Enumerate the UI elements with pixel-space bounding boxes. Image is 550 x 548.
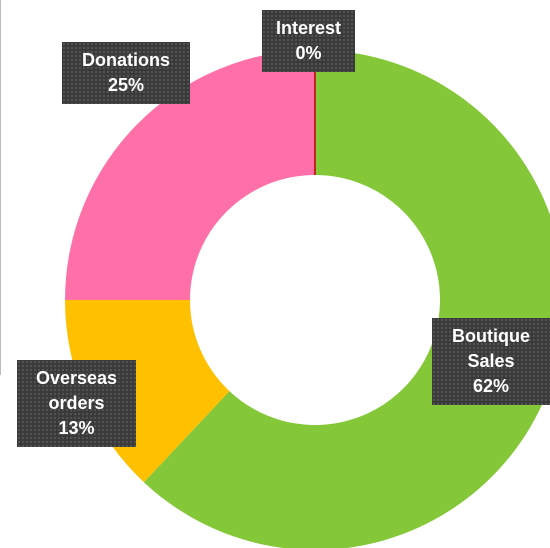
category-name: Interest — [275, 18, 342, 38]
slice — [143, 50, 550, 548]
value-label: 62% — [472, 376, 510, 396]
data-label: Overseas orders 13% — [17, 360, 136, 447]
data-label: Donations 25% — [62, 42, 190, 104]
category-name: Overseas orders — [35, 368, 118, 413]
value-label: 0% — [295, 43, 322, 63]
data-label: Boutique Sales 62% — [432, 318, 550, 405]
category-name: Boutique Sales — [452, 326, 530, 371]
category-name: Donations — [82, 50, 170, 70]
data-label: Interest 0% — [262, 10, 355, 72]
value-label: 25% — [107, 75, 145, 95]
slice — [65, 50, 315, 300]
value-label: 13% — [58, 418, 95, 438]
